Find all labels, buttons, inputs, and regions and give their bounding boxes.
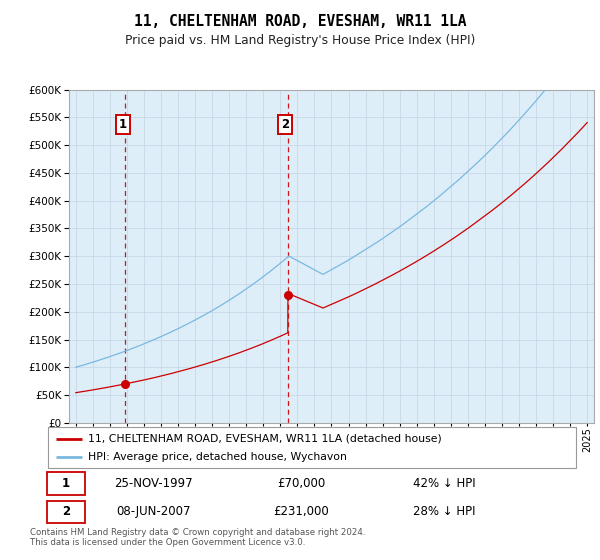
Text: 2: 2 xyxy=(281,118,289,131)
Text: 11, CHELTENHAM ROAD, EVESHAM, WR11 1LA (detached house): 11, CHELTENHAM ROAD, EVESHAM, WR11 1LA (… xyxy=(88,433,442,444)
Text: 28% ↓ HPI: 28% ↓ HPI xyxy=(413,505,475,519)
Text: 42% ↓ HPI: 42% ↓ HPI xyxy=(413,477,475,490)
Text: 2: 2 xyxy=(62,505,70,519)
FancyBboxPatch shape xyxy=(48,427,576,468)
Text: Contains HM Land Registry data © Crown copyright and database right 2024.
This d: Contains HM Land Registry data © Crown c… xyxy=(30,528,365,547)
Text: 25-NOV-1997: 25-NOV-1997 xyxy=(114,477,193,490)
FancyBboxPatch shape xyxy=(47,472,85,496)
Text: 11, CHELTENHAM ROAD, EVESHAM, WR11 1LA: 11, CHELTENHAM ROAD, EVESHAM, WR11 1LA xyxy=(134,14,466,29)
Text: £70,000: £70,000 xyxy=(277,477,326,490)
FancyBboxPatch shape xyxy=(47,501,85,523)
Text: 1: 1 xyxy=(62,477,70,490)
Text: 1: 1 xyxy=(119,118,127,131)
Text: Price paid vs. HM Land Registry's House Price Index (HPI): Price paid vs. HM Land Registry's House … xyxy=(125,34,475,46)
Text: 08-JUN-2007: 08-JUN-2007 xyxy=(116,505,191,519)
Text: £231,000: £231,000 xyxy=(274,505,329,519)
Text: HPI: Average price, detached house, Wychavon: HPI: Average price, detached house, Wych… xyxy=(88,452,346,462)
